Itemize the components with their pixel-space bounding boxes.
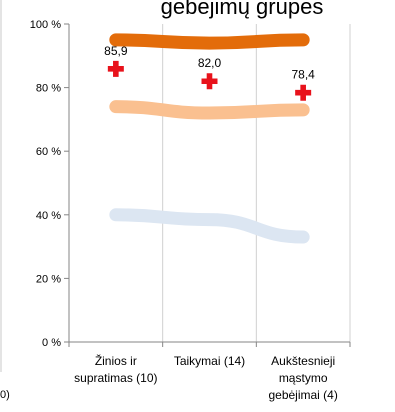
cut-off-label: 0): [0, 389, 10, 401]
data-label: 85,9: [104, 44, 128, 58]
data-point-marker: [107, 60, 124, 77]
x-category-label-line: Taikymai (14): [174, 354, 245, 368]
y-tick-label: 40 %: [36, 210, 61, 222]
y-tick-label: 80 %: [36, 83, 61, 95]
data-point-marker: [295, 84, 312, 101]
y-tick-label: 20 %: [36, 273, 61, 285]
grid-layer: [162, 24, 351, 342]
data-point-marker: [201, 73, 218, 90]
axis-layer: 0 % 20 % 40 % 60 % 80 % 100 % Žinios ir suprati…: [30, 19, 351, 402]
y-tick-label: 100 %: [30, 19, 61, 31]
y-tick-label: 60 %: [36, 146, 61, 158]
series-line-2: [109, 208, 310, 244]
label-layer: 85,9 82,0 78,4: [104, 44, 315, 82]
series-layer: [107, 33, 312, 244]
data-label: 82,0: [198, 56, 222, 70]
y-tick-label: 0 %: [42, 337, 61, 349]
x-category-label: Žinios ir supratimas (10): [74, 353, 157, 385]
x-category-label-line: supratimas (10): [74, 371, 157, 385]
chart-title: gebėjimų grupės: [161, 0, 324, 19]
x-category-label-line: mąstymo: [279, 371, 328, 385]
x-category-label-line: Aukštesnieji: [271, 354, 335, 368]
series-line-1: [109, 100, 310, 120]
x-category-label-line: gebėjimai (4): [268, 388, 337, 402]
x-category-label: Aukštesnieji mąstymo gebėjimai (4): [268, 354, 337, 402]
x-category-label: Taikymai (14): [174, 354, 245, 368]
x-category-label-line: Žinios ir: [95, 353, 137, 368]
series-line-0: [109, 33, 310, 50]
data-label: 78,4: [291, 68, 315, 82]
